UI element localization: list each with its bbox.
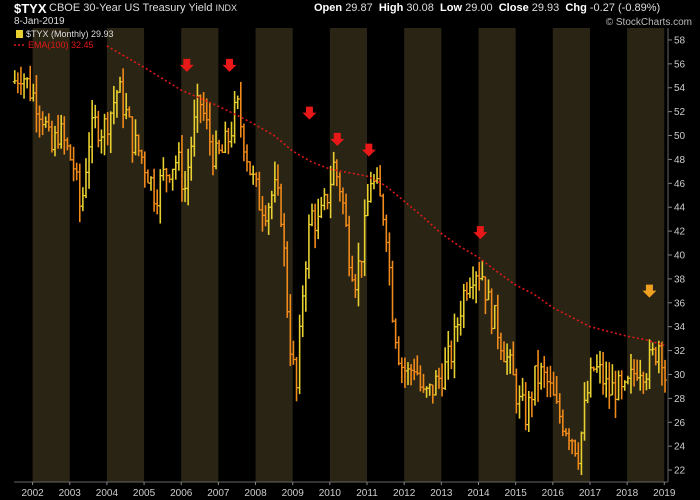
y-tick-label: 44 [674, 203, 686, 214]
y-tick-label: 22 [674, 466, 686, 477]
x-tick-label: 2014 [467, 488, 490, 499]
x-tick-label: 2015 [505, 488, 528, 499]
x-tick-label: 2018 [616, 488, 639, 499]
x-axis: 2002 2003 2004 2005 2006 2007 2008 2009 2010 2011… [14, 481, 676, 499]
y-tick-label: 58 [674, 35, 686, 46]
y-tick-label: 50 [674, 131, 686, 142]
y-tick-label: 36 [674, 298, 686, 309]
y-tick-label: 40 [674, 251, 686, 262]
y-tick-label: 32 [674, 346, 686, 357]
y-axis: 22 24 26 28 30 32 34 36 38 40 42 44 46 48 50 52 54 56 58 [667, 28, 686, 482]
year-band [478, 28, 516, 482]
red-down-arrow [222, 58, 237, 72]
x-tick-label: 2010 [319, 488, 342, 499]
y-tick-label: 46 [674, 179, 686, 190]
high-value: 30.08 [406, 2, 434, 14]
open-label: Open [314, 2, 343, 14]
red-down-arrow [179, 58, 194, 72]
x-tick-label: 2019 [653, 488, 676, 499]
x-tick-label: 2009 [282, 488, 305, 499]
chart-date: 8-Jan-2019 [14, 16, 65, 27]
legend-ema-label: EMA(100) 32.45 [28, 40, 94, 50]
y-tick-label: 52 [674, 107, 686, 118]
red-down-arrow [330, 132, 345, 146]
y-tick-label: 42 [674, 227, 686, 238]
watermark: © StockCharts.com [605, 17, 692, 28]
red-down-arrow [361, 143, 376, 157]
price-bars [12, 65, 668, 476]
y-tick-label: 34 [674, 322, 686, 333]
red-down-arrow [473, 226, 488, 240]
year-band [627, 28, 665, 482]
quote-summary: Open 29.87 High 30.08 Low 29.00 Close 29… [314, 2, 660, 14]
x-tick-label: 2013 [430, 488, 453, 499]
x-tick-label: 2004 [96, 488, 119, 499]
y-tick-label: 56 [674, 59, 686, 70]
legend-price-label: $TYX (Monthly) 29.93 [26, 29, 114, 39]
security-name: CBOE 30-Year US Treasury Yield INDX [49, 2, 237, 14]
x-tick-label: 2006 [170, 488, 193, 499]
x-tick-label: 2008 [244, 488, 267, 499]
price-bar [663, 359, 668, 393]
y-tick-label: 54 [674, 83, 686, 94]
low-label: Low [440, 2, 463, 14]
x-tick-label: 2007 [207, 488, 230, 499]
year-band [32, 28, 70, 482]
ema-line [106, 45, 665, 346]
open-value: 29.87 [345, 2, 373, 14]
y-tick-label: 26 [674, 418, 686, 429]
x-tick-label: 2002 [21, 488, 44, 499]
security-title: CBOE 30-Year US Treasury Yield [49, 2, 213, 14]
x-tick-label: 2012 [393, 488, 416, 499]
orange-down-arrow [642, 284, 657, 298]
legend: $TYX (Monthly) 29.93 EMA(100) 32.45 [14, 29, 114, 50]
change-label: Chg [565, 2, 587, 14]
x-tick-label: 2003 [59, 488, 82, 499]
x-tick-label: 2011 [356, 488, 378, 499]
red-down-arrow [302, 106, 317, 120]
year-bands [14, 28, 668, 482]
y-tick-label: 38 [674, 274, 686, 285]
ticker-symbol: $TYX [14, 1, 47, 16]
close-label: Close [498, 2, 529, 14]
x-tick-label: 2005 [133, 488, 156, 499]
y-tick-label: 30 [674, 370, 686, 381]
change-value: -0.27 (-0.89%) [589, 2, 661, 14]
y-tick-label: 48 [674, 155, 686, 166]
low-value: 29.00 [465, 2, 493, 14]
x-tick-label: 2016 [542, 488, 565, 499]
y-tick-label: 28 [674, 394, 686, 405]
exchange-label: INDX [215, 3, 238, 13]
legend-price-swatch [16, 30, 23, 38]
chart-header: $TYX CBOE 30-Year US Treasury Yield INDX… [0, 0, 700, 28]
x-tick-label: 2017 [579, 488, 602, 499]
high-label: High [378, 2, 404, 14]
y-tick-label: 24 [674, 442, 686, 453]
signal-arrows [179, 58, 657, 298]
close-value: 29.93 [531, 2, 560, 14]
year-band [404, 28, 442, 482]
